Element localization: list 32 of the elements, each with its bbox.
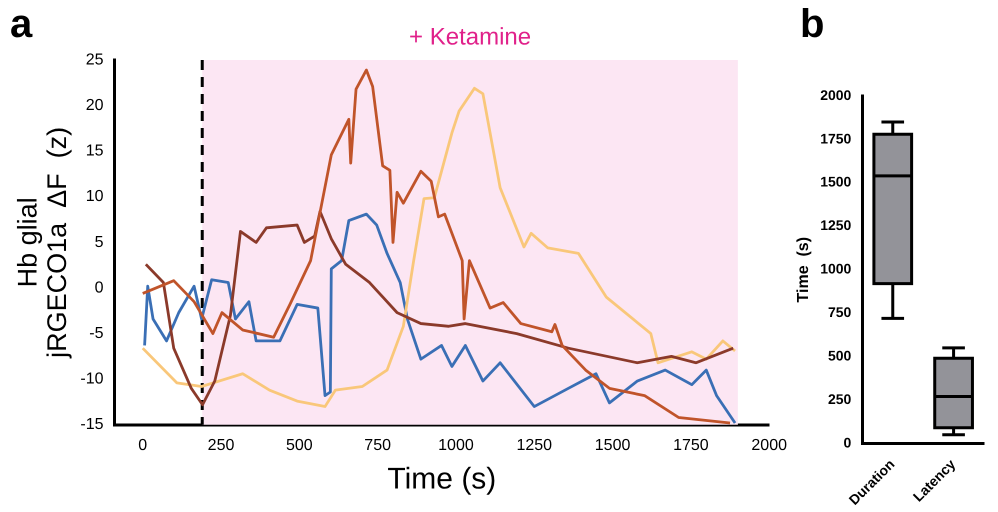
y-tick-label: 1500	[820, 174, 852, 190]
band-label: + Ketamine	[409, 24, 532, 51]
y-tick-label: 1000	[820, 260, 852, 277]
text: b	[800, 2, 824, 46]
text: a	[10, 2, 33, 46]
y-tick-label: 10	[86, 188, 104, 206]
y-tick-label: 0	[94, 279, 104, 296]
y-tick-label: 250	[828, 390, 852, 407]
y-tick-label: -5	[89, 325, 104, 342]
x-tick-label: 1750	[673, 436, 709, 454]
y-tick-label: 500	[828, 347, 852, 364]
x-axis-title: Time (s)	[387, 462, 496, 496]
y-tick-label: 750	[828, 304, 852, 320]
y-axis-title: Time (s)	[795, 236, 812, 302]
x-tick-label: 0	[138, 436, 148, 454]
y-tick-label: -10	[80, 370, 104, 388]
x-tick-label: 250	[208, 436, 234, 454]
y-tick-label: 1750	[820, 130, 852, 146]
x-tick-label: 500	[286, 436, 313, 454]
y-tick-label: 1250	[820, 217, 852, 234]
y-tick-label: 5	[94, 234, 104, 251]
x-tick-label: 2000	[751, 436, 788, 454]
x-tick-label: 1000	[438, 436, 474, 454]
x-tick-label: 1500	[594, 436, 630, 454]
y-tick-label: 20	[86, 97, 104, 114]
y-axis-title: Hb glial jRGECO1a ΔF (z)	[12, 126, 72, 359]
x-tick-label: 1250	[516, 436, 552, 454]
y-tick-label: -15	[80, 416, 104, 434]
y-tick-label: 25	[86, 51, 104, 68]
y-tick-label: 2000	[820, 86, 852, 103]
y-tick-label: 15	[86, 142, 104, 160]
x-tick-label: 750	[364, 436, 392, 454]
